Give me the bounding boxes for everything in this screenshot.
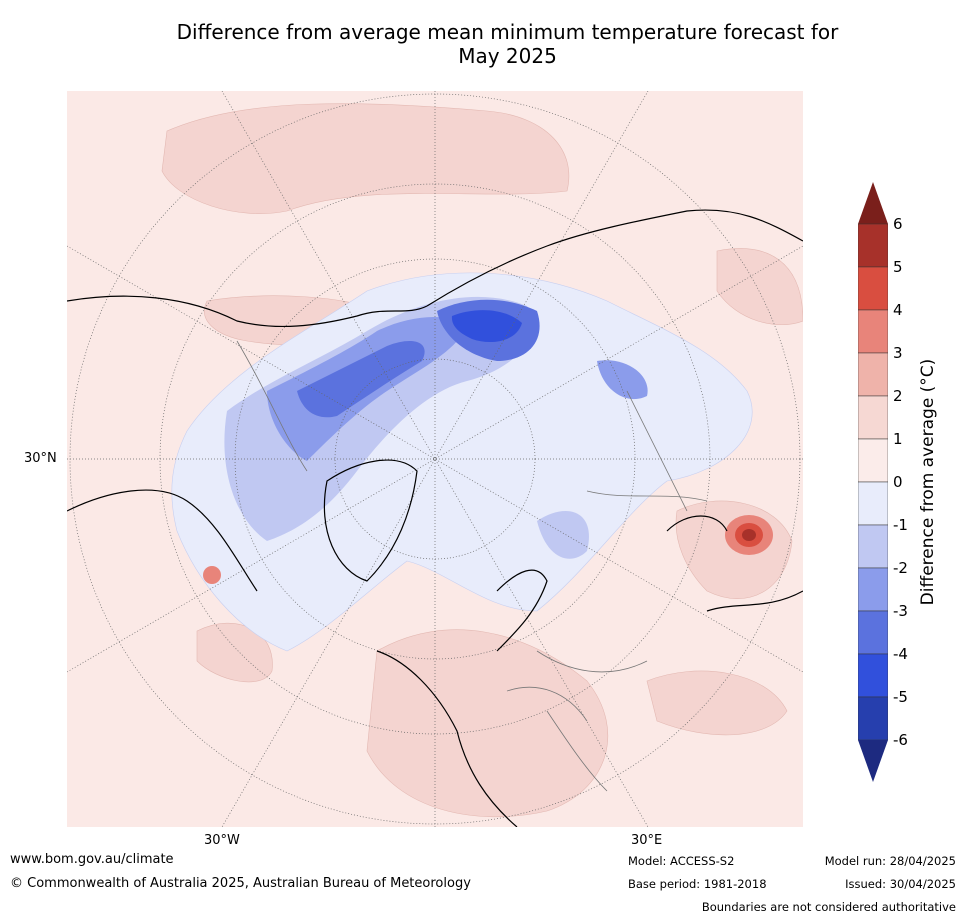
model-run-text: Model run: 28/04/2025 (824, 854, 956, 868)
cool-region-scandinavia (537, 511, 589, 559)
colorbar-tick-label: -1 (893, 516, 908, 534)
colorbar-tick-label: -2 (893, 559, 908, 577)
colorbar-tick-label: 4 (893, 301, 903, 319)
colorbar-tick-label: -6 (893, 731, 908, 749)
warm-patch-atlantic (196, 622, 273, 683)
colorbar-extend-high (858, 182, 888, 224)
colorbar-band (858, 696, 888, 741)
colorbar-band (858, 653, 888, 698)
warm-patch-asia-east (716, 248, 803, 326)
disclaimer-text: Boundaries are not considered authoritat… (701, 900, 956, 914)
issued-text: Issued: 30/04/2025 (845, 877, 956, 891)
colorbar-tick-label: 3 (893, 344, 903, 362)
colorbar-band (858, 567, 888, 612)
colorbar-tick-label: -4 (893, 645, 908, 663)
chart-title: Difference from average mean minimum tem… (60, 20, 955, 68)
colorbar-band (858, 438, 888, 483)
colorbar-tick-label: -5 (893, 688, 908, 706)
colorbar-tick-label: 2 (893, 387, 903, 405)
country-borders (236, 340, 708, 792)
colorbar-tick-label: -3 (893, 602, 908, 620)
cool-region-peak-east (451, 310, 522, 343)
forecast-map (67, 91, 803, 827)
title-line-2: May 2025 (458, 44, 557, 68)
colorbar-band (858, 266, 888, 311)
colorbar-band (858, 309, 888, 354)
hot-spot (203, 515, 773, 584)
colorbar-band (858, 352, 888, 397)
warm-patch-pacific (161, 103, 570, 214)
warm-patch-europe-africa (366, 629, 609, 818)
coastlines (67, 209, 803, 827)
lon-label-30e: 30°E (631, 833, 663, 848)
colorbar-tick-label: 6 (893, 215, 903, 233)
colorbar-band (858, 223, 888, 268)
colorbar-tick-label: 0 (893, 473, 903, 491)
copyright-text: © Commonwealth of Australia 2025, Austra… (10, 876, 471, 891)
model-text: Model: ACCESS-S2 (628, 854, 735, 868)
colorbar-band (858, 395, 888, 440)
lat-label-30n: 30°N (24, 451, 57, 466)
website-text: www.bom.gov.au/climate (10, 852, 174, 867)
colorbar-band (858, 524, 888, 569)
cool-anomaly-regions (171, 272, 753, 652)
cool-region-medium (224, 296, 533, 541)
colorbar-tick-label: 1 (893, 430, 903, 448)
warm-patch-middle-east (646, 670, 788, 736)
lon-label-30w: 30°W (204, 833, 240, 848)
colorbar-band (858, 481, 888, 526)
colorbar-label: Difference from average (°C) (918, 358, 938, 606)
colorbar-tick-label: 5 (893, 258, 903, 276)
colorbar (858, 182, 888, 782)
cool-region-siberia (597, 360, 648, 400)
map-svg (67, 91, 803, 827)
colorbar-band (858, 610, 888, 655)
cool-region-core-west (297, 341, 425, 418)
colorbar-extend-low (858, 740, 888, 782)
title-line-1: Difference from average mean minimum tem… (176, 20, 839, 44)
graticule (67, 91, 803, 827)
base-period-text: Base period: 1981-2018 (628, 877, 767, 891)
